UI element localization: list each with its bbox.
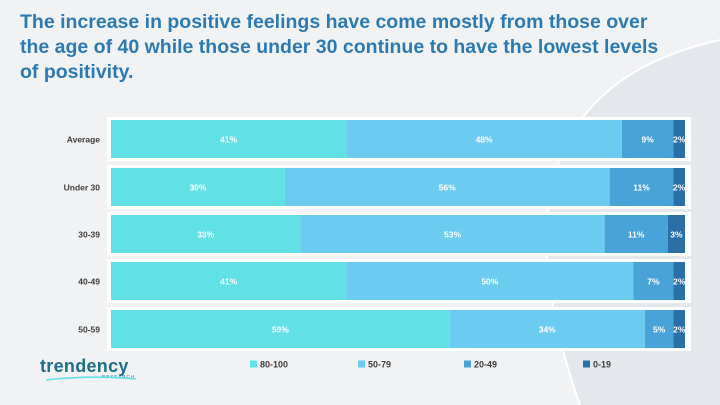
- data-label: 2%: [673, 325, 686, 335]
- data-label: 59%: [272, 325, 289, 335]
- data-label: 11%: [628, 230, 645, 240]
- slide-title: The increase in positive feelings have c…: [20, 11, 659, 83]
- bar-50-59-20-49: [644, 310, 674, 348]
- bar-40-49-0-19: [673, 262, 685, 300]
- category-label-under-30: Under 30: [64, 183, 101, 193]
- data-label: 2%: [673, 135, 686, 145]
- legend-label-80-100: 80-100: [260, 360, 288, 370]
- bar-under-30-0-19: [673, 168, 685, 206]
- category-label-average: Average: [67, 135, 101, 145]
- category-label-40-49: 40-49: [78, 277, 100, 287]
- bar-average-50-79: [346, 120, 622, 158]
- data-label: 41%: [220, 277, 237, 287]
- data-label: 2%: [673, 277, 686, 287]
- legend-swatch-50-79: [358, 360, 365, 368]
- data-label: 41%: [220, 135, 237, 145]
- trendency-logo: trendency RESEARCH: [40, 356, 140, 382]
- data-label: 5%: [653, 325, 666, 335]
- data-label: 50%: [481, 277, 498, 287]
- data-label: 48%: [476, 135, 493, 145]
- bar-50-59-0-19: [673, 310, 685, 348]
- data-label: 53%: [444, 230, 461, 240]
- data-label: 30%: [189, 183, 206, 193]
- data-label: 11%: [633, 183, 650, 193]
- logo-subtext: RESEARCH: [102, 374, 136, 379]
- legend-label-0-19: 0-19: [593, 360, 611, 370]
- bar-30-39-80-100: [111, 215, 301, 253]
- bar-40-49-80-100: [111, 262, 347, 300]
- bar-under-30-50-79: [284, 168, 610, 206]
- bar-30-39-0-19: [667, 215, 685, 253]
- bar-40-49-20-49: [633, 262, 674, 300]
- data-label: 2%: [673, 183, 686, 193]
- bar-40-49-50-79: [346, 262, 634, 300]
- bar-average-20-49: [621, 120, 674, 158]
- data-label: 33%: [197, 230, 214, 240]
- data-label: 56%: [439, 183, 456, 193]
- data-label: 9%: [642, 135, 655, 145]
- bar-under-30-20-49: [609, 168, 674, 206]
- bar-average-0-19: [673, 120, 685, 158]
- legend-label-50-79: 50-79: [368, 360, 391, 370]
- legend-swatch-80-100: [250, 360, 257, 368]
- bar-average-80-100: [111, 120, 347, 158]
- logo-swoosh-icon: [46, 376, 136, 381]
- legend-swatch-20-49: [464, 360, 471, 368]
- legend-label-20-49: 20-49: [474, 360, 497, 370]
- legend-swatch-0-19: [583, 360, 590, 368]
- bar-30-39-50-79: [300, 215, 605, 253]
- data-label: 7%: [647, 277, 660, 287]
- bar-50-59-50-79: [449, 310, 645, 348]
- bar-50-59-80-100: [111, 310, 450, 348]
- category-label-50-59: 50-59: [78, 325, 100, 335]
- bar-30-39-20-49: [604, 215, 668, 253]
- logo-wordmark: trendency: [40, 356, 129, 376]
- data-label: 3%: [670, 230, 683, 240]
- data-label: 34%: [539, 325, 556, 335]
- bar-under-30-80-100: [111, 168, 285, 206]
- category-label-30-39: 30-39: [78, 230, 100, 240]
